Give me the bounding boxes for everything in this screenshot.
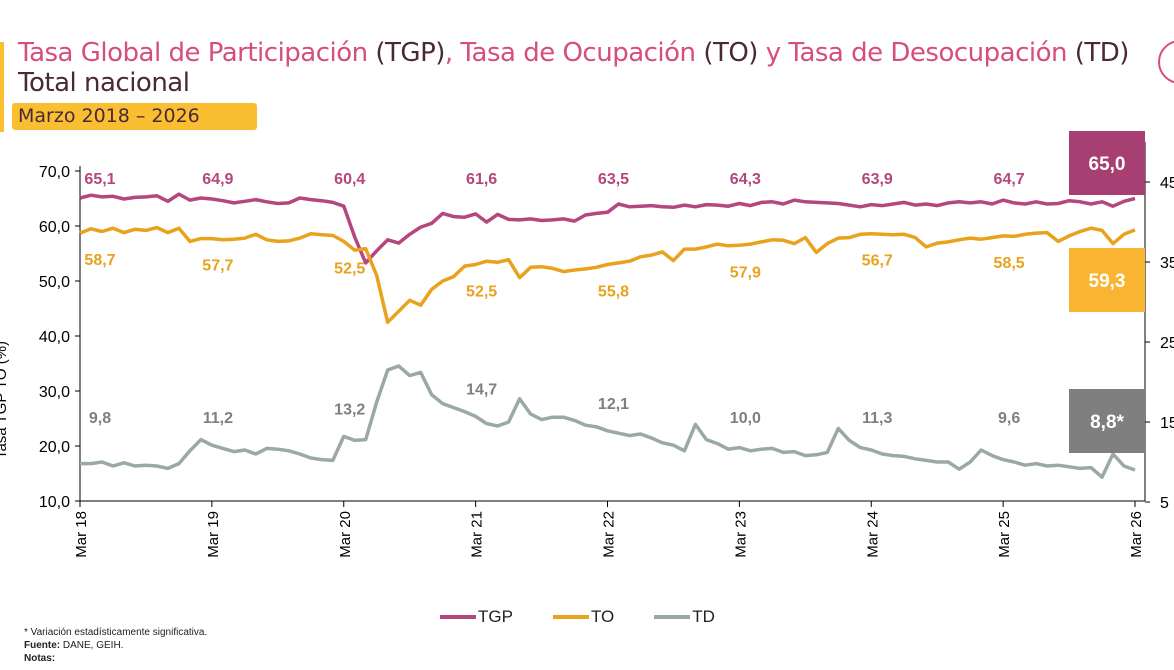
chart-title: Tasa Global de Participación (TGP), Tasa… (18, 38, 1129, 68)
source-label: Fuente: (24, 640, 61, 651)
x-tick-label: Mar 20 (337, 511, 354, 558)
series-line-td (80, 364, 1136, 479)
title-abbrev: (TGP) (375, 38, 445, 68)
data-label-td: 11,3 (862, 410, 892, 427)
legend-label: TO (590, 607, 615, 626)
chart-subtitle: Total nacional (18, 68, 190, 98)
title-part: , Tasa de Ocupación (444, 38, 704, 68)
x-tick-label: Mar 19 (205, 511, 222, 558)
data-label-tgp: 60,4 (334, 171, 365, 188)
end-value-box-td (1069, 389, 1145, 453)
left-tick-label: 40,0 (39, 329, 70, 346)
left-tick-label: 30,0 (39, 384, 70, 401)
legend-label: TD (692, 607, 715, 626)
legend-item-to: TO (552, 607, 615, 627)
x-tick-label: Mar 24 (864, 511, 881, 558)
note-asterisk: * Variación estadísticamente significati… (24, 627, 208, 638)
right-tick-label: 25 (1160, 335, 1174, 352)
x-tick-label: Mar 22 (601, 511, 618, 558)
data-label-tgp: 65,1 (84, 171, 115, 188)
x-tick-label: Mar 26 (1128, 511, 1145, 558)
data-label-td: 9,8 (89, 410, 111, 427)
legend-swatch (552, 615, 589, 619)
note-source: Fuente: DANE, GEIH. (24, 639, 207, 652)
right-tick-label: 15 (1160, 415, 1174, 432)
left-tick-label: 20,0 (39, 439, 70, 456)
accent-bar (0, 42, 4, 132)
data-label-tgp: 63,5 (598, 171, 629, 188)
legend-item-td: TD (654, 607, 715, 627)
end-value-box-to (1069, 248, 1145, 312)
data-label-to: 58,5 (994, 255, 1025, 272)
data-label-to: 58,7 (84, 252, 115, 269)
left-tick-label: 60,0 (39, 219, 70, 236)
source-text: DANE, GEIH. (60, 640, 124, 651)
left-axis-title: Tasa TGP TO (%) (0, 341, 10, 459)
legend-item-tgp: TGP (440, 607, 513, 627)
data-label-tgp: 64,3 (730, 171, 761, 188)
right-tick-label: 5 (1160, 495, 1169, 512)
data-label-to: 57,7 (202, 258, 233, 275)
data-label-to: 52,5 (466, 284, 497, 301)
left-tick-label: 10,0 (39, 494, 70, 511)
series-line-to (79, 225, 1136, 325)
right-tick-label: 35 (1160, 255, 1174, 272)
legend-label: TGP (478, 607, 513, 626)
x-tick-label: Mar 18 (73, 511, 90, 558)
data-label-td: 13,2 (334, 401, 365, 418)
data-label-to: 55,8 (598, 284, 629, 301)
data-label-td: 12,1 (598, 396, 629, 413)
data-label-to: 56,7 (862, 253, 893, 270)
data-label-to: 57,9 (730, 264, 761, 281)
title-part: Tasa Global de Participación (18, 38, 376, 68)
notes-label: Notas: (24, 653, 56, 664)
title-part: y Tasa de Desocupación (757, 38, 1075, 68)
left-tick-label: 70,0 (39, 164, 70, 181)
period-badge: Marzo 2018 – 2026 (12, 103, 257, 130)
note-notes: Notas: (24, 652, 207, 665)
end-value-to: 59,3 (1089, 271, 1126, 292)
title-abbrev: (TO) (703, 38, 758, 68)
right-tick-label: 45 (1160, 175, 1174, 192)
data-label-td: 9,6 (998, 410, 1020, 427)
end-value-box-tgp (1069, 131, 1145, 195)
legend-swatch (440, 615, 476, 619)
data-label-tgp: 61,6 (466, 171, 497, 188)
chart: 10,0 20,0 30,0 40,0 50,0 60,0 70,0 5 15 25 35 45 Tas… (0, 131, 1174, 558)
data-label-tgp: 63,9 (862, 171, 893, 188)
footnotes: * Variación estadísticamente significati… (24, 626, 207, 665)
data-label-td: 14,7 (466, 381, 497, 398)
series-line-tgp (79, 192, 1136, 265)
x-tick-label: Mar 25 (996, 511, 1013, 558)
data-label-to: 52,5 (334, 260, 365, 277)
x-tick-label: Mar 21 (469, 511, 486, 558)
title-abbrev: (TD) (1074, 38, 1130, 68)
x-tick-label: Mar 23 (732, 511, 749, 558)
legend-swatch (654, 615, 691, 619)
legend: TGP TO TD (440, 607, 715, 627)
data-label-td: 11,2 (203, 410, 233, 427)
data-label-tgp: 64,7 (994, 171, 1025, 188)
data-label-tgp: 64,9 (202, 171, 233, 188)
end-value-td: 8,8* (1090, 412, 1124, 433)
left-tick-label: 50,0 (39, 274, 70, 291)
data-label-td: 10,0 (730, 410, 761, 427)
end-value-tgp: 65,0 (1089, 154, 1126, 175)
